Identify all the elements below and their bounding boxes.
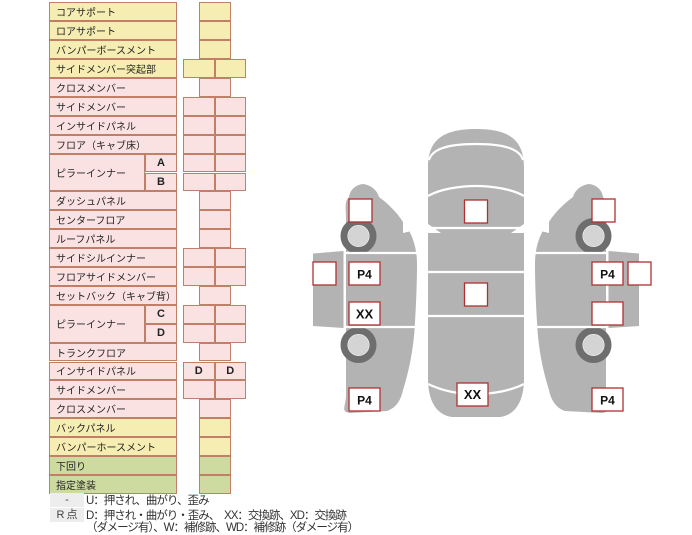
svg-text:P4: P4 [357, 394, 372, 408]
svg-text:P4: P4 [600, 394, 615, 408]
svg-text:XX: XX [356, 307, 374, 322]
svg-text:P4: P4 [600, 268, 615, 282]
svg-text:XX: XX [464, 387, 482, 402]
svg-text:P4: P4 [357, 268, 372, 282]
